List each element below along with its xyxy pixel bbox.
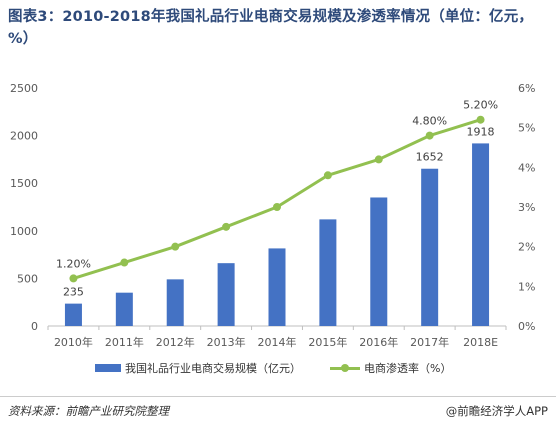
legend-bar-swatch (95, 364, 121, 372)
bar (217, 263, 235, 326)
line-point (171, 242, 180, 251)
line-point (69, 274, 78, 283)
chart-title: 图表3：2010-2018年我国礼品行业电商交易规模及渗透率情况（单位：亿元，%… (8, 9, 534, 47)
legend-bar-label: 我国礼品行业电商交易规模（亿元） (125, 362, 301, 375)
y-right-tick-label: 2% (518, 241, 535, 254)
bar (319, 219, 337, 326)
y-left-tick-label: 1500 (10, 177, 38, 190)
x-tick-label: 2012年 (156, 335, 195, 349)
chart-canvas: 0 500 1000 1500 2000 2500 0% 1% 2% 3% 4% 5% 6% 2010年 2… (10, 82, 535, 349)
bar (64, 303, 82, 326)
bar-series (64, 143, 490, 326)
y-right-tick-label: 6% (518, 82, 535, 95)
y-left-tick-label: 500 (17, 272, 38, 285)
chart-axes: 0 500 1000 1500 2000 2500 0% 1% 2% 3% 4% 5% 6% 2010年 2… (10, 82, 535, 349)
y-right-tick-label: 1% (518, 280, 535, 293)
bar-data-label: 235 (63, 286, 84, 299)
legend-item-line: 电商渗透率（%） (330, 360, 451, 376)
data-labels: 235 1652 1918 1.20% 4.80% 5.20% (56, 99, 498, 299)
y-right-tick-label: 3% (518, 201, 535, 214)
y-left-tick-label: 1000 (10, 225, 38, 238)
legend-line-swatch (330, 362, 360, 374)
x-tick-label: 2011年 (105, 335, 144, 349)
x-tick-label: 2018E (463, 336, 498, 349)
y-left-tick-label: 2000 (10, 130, 38, 143)
footer-divider (0, 396, 556, 397)
bar (268, 248, 286, 326)
line-point (374, 155, 383, 164)
line-point (222, 222, 231, 231)
bar (370, 197, 388, 326)
line-point (425, 131, 434, 140)
legend-line-label: 电商渗透率（%） (364, 362, 452, 375)
brand-credit: @前瞻经济学人APP (445, 404, 548, 418)
x-tick-label: 2013年 (207, 335, 246, 349)
y-right-tick-label: 5% (518, 122, 535, 135)
line-data-label: 4.80% (412, 115, 447, 128)
line-point (273, 203, 281, 211)
bar (115, 292, 133, 326)
y-left-tick-label: 0 (31, 320, 38, 333)
x-tick-label: 2014年 (258, 335, 297, 349)
line-point (120, 258, 129, 267)
bar (472, 143, 490, 326)
source-note: 资料来源：前瞻产业研究院整理 (8, 404, 169, 418)
bar (421, 168, 439, 326)
legend-item-bars: 我国礼品行业电商交易规模（亿元） (95, 360, 301, 376)
x-tick-label: 2015年 (308, 335, 347, 349)
line-data-label: 5.20% (463, 99, 498, 112)
x-tick-label: 2017年 (410, 335, 449, 349)
bar-data-label: 1652 (416, 151, 444, 164)
line-point (476, 115, 485, 124)
line-series (69, 115, 485, 283)
x-tick-label: 2016年 (359, 335, 398, 349)
y-right-tick-label: 4% (518, 161, 535, 174)
y-left-tick-label: 2500 (10, 82, 38, 95)
bar-data-label: 1918 (467, 125, 495, 138)
y-right-tick-label: 0% (518, 320, 535, 333)
x-tick-label: 2010年 (54, 335, 93, 349)
line-data-label: 1.20% (56, 257, 91, 270)
line-point (323, 171, 332, 180)
bar (166, 279, 184, 326)
chart-legend: 我国礼品行业电商交易规模（亿元） 电商渗透率（%） (0, 356, 556, 380)
